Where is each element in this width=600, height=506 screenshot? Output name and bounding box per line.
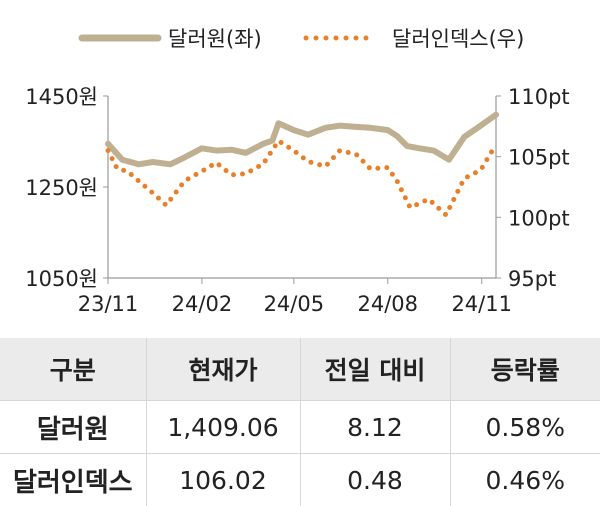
fx-summary-table: 구분 현재가 전일 대비 등락률 달러원 1,409.06 8.12 0.58%… [0, 338, 600, 506]
x-tick-label: 24/11 [451, 292, 512, 316]
chart-plot-area [108, 115, 496, 215]
y-left-tick-label: 1050원 [25, 267, 98, 291]
y-right-tick-label: 95pt [508, 267, 556, 291]
y-right-tick-label: 110pt [508, 85, 570, 109]
cell-change-rate: 0.46% [450, 454, 600, 506]
row-label: 달러인덱스 [0, 454, 146, 506]
legend-label-dxy: 달러인덱스(우) [392, 27, 524, 51]
x-tick-label: 24/08 [358, 292, 419, 316]
x-tick-label: 23/11 [78, 292, 139, 316]
y-left-tick-label: 1450원 [25, 85, 98, 109]
cell-change: 8.12 [300, 401, 450, 454]
y-left-tick-label: 1250원 [25, 176, 98, 200]
header-change-rate: 등락률 [450, 338, 600, 401]
header-current-price: 현재가 [146, 338, 300, 401]
y-right-tick-label: 100pt [508, 206, 570, 230]
x-tick-label: 24/05 [264, 292, 325, 316]
fx-chart: 달러원(좌) 달러인덱스(우) 1450원 1250원 1050원 110pt 105p… [0, 0, 600, 330]
x-tick-label: 24/02 [172, 292, 233, 316]
header-category: 구분 [0, 338, 146, 401]
chart-legend: 달러원(좌) 달러인덱스(우) [82, 27, 524, 51]
table-header-row: 구분 현재가 전일 대비 등락률 [0, 338, 600, 401]
cell-current-price: 1,409.06 [146, 401, 300, 454]
table-row: 달러원 1,409.06 8.12 0.58% [0, 401, 600, 454]
cell-change: 0.48 [300, 454, 450, 506]
legend-label-usdkrw: 달러원(좌) [168, 27, 262, 51]
header-change: 전일 대비 [300, 338, 450, 401]
y-right-tick-label: 105pt [508, 146, 570, 170]
cell-current-price: 106.02 [146, 454, 300, 506]
row-label: 달러원 [0, 401, 146, 454]
table-row: 달러인덱스 106.02 0.48 0.46% [0, 454, 600, 506]
cell-change-rate: 0.58% [450, 401, 600, 454]
